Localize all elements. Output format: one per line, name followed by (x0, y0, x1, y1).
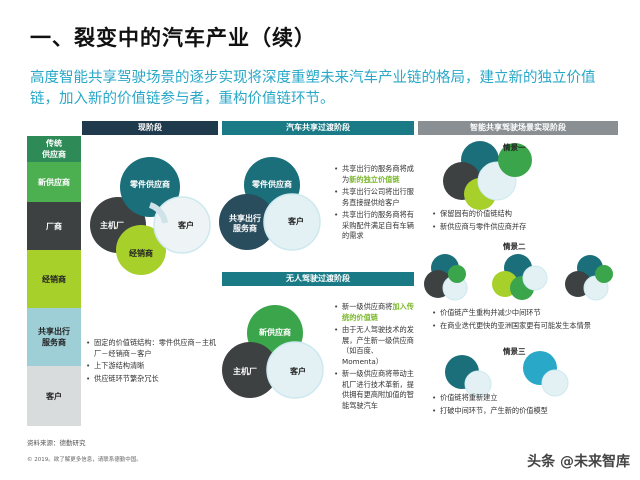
current-customer-label: 客户 (178, 221, 194, 230)
scenario-3-diagram (445, 351, 569, 398)
current-customer-circle (153, 196, 211, 254)
footer-copyright: © 2019。欲了解更多信息，请联系德勤中国。 (27, 457, 142, 463)
stage-header-shared: 汽车共享过渡阶段 (222, 121, 414, 135)
current-supplier-label: 零件供应商 (130, 180, 170, 189)
driverless-new-supplier-label: 新供应商 (259, 328, 291, 337)
scenario-2-bullets: 价值链产生重构并减少中间环节 在商业迭代更快的亚洲国家更有可能发生本情景 (432, 308, 617, 333)
current-stage-diagram (90, 157, 211, 275)
shared-bullet-1: 共享出行的服务商将成为新的独立价值链 (334, 164, 414, 185)
row-label-mobility: 共享出行 服务商 (27, 308, 81, 366)
current-dealer-label: 经销商 (129, 249, 153, 258)
shared-bullet-3: 共享出行的服务商将有采购配件满足自有车辆的需求 (334, 210, 414, 242)
driverless-stage-diagram (222, 305, 324, 399)
row-label-dealer: 经销商 (27, 250, 81, 308)
scenario-1-title: 情景一 (503, 143, 526, 152)
watermark: 头条 @未来智库 (527, 454, 630, 470)
current-bullet-1: 固定的价值链结构：零件供应商－主机厂－经销商－客户 (86, 338, 218, 359)
driverless-oem-circle (222, 342, 278, 398)
row-label-customer: 客户 (27, 366, 81, 426)
row-label-traditional-supplier: 传统 供应商 (27, 136, 81, 162)
stage-header-current: 现阶段 (82, 121, 218, 135)
scenario-1-bullets: 保留固有的价值链结构 新供应商与零件供应商并存 (432, 209, 617, 234)
driverless-bullet-1: 新一级供应商将加入传统的价值链 (334, 302, 414, 323)
shared-bullet-2: 共享出行公司将出行服务直接提供给客户 (334, 187, 414, 208)
scenario-3-bullet-1: 价值链将重新建立 (432, 393, 617, 404)
page-title: 一、裂变中的汽车产业（续） (30, 26, 316, 50)
scenario-1-bullet-2: 新供应商与零件供应商并存 (432, 222, 617, 233)
scenario-2-diagram (424, 254, 613, 301)
current-bullet-2: 上下游结构清晰 (86, 361, 218, 372)
stage-header-driverless: 无人驾驶过渡阶段 (222, 272, 414, 286)
current-arrow-arc (148, 202, 168, 224)
scenario-3-bullets: 价值链将重新建立 打破中间环节，产生新的价值模型 (432, 393, 617, 418)
driverless-bullet-3: 新一级供应商将带动主机厂进行技术革新，提供拥有更高附加值的智能驾驶汽车 (334, 369, 414, 411)
driverless-customer-circle (266, 341, 324, 399)
shared-stage-diagram (219, 157, 321, 251)
row-label-new-supplier: 新供应商 (27, 162, 81, 202)
scenario-2-bullet-1: 价值链产生重构并减少中间环节 (432, 308, 617, 319)
shared-customer-label: 客户 (288, 217, 304, 226)
driverless-bullets: 新一级供应商将加入传统的价值链 由于无人驾驶技术的发展，产生新一级供应商（如百度… (334, 302, 414, 413)
shared-supplier-label: 零件供应商 (252, 180, 292, 189)
scenario-2-title: 情景二 (503, 242, 526, 251)
current-dealer-circle (116, 225, 166, 275)
shared-bullets: 共享出行的服务商将成为新的独立价值链 共享出行公司将出行服务直接提供给客户 共享… (334, 164, 414, 244)
page-subtitle: 高度智能共享驾驶场景的逐步实现将深度重塑未来汽车产业链的格局，建立新的独立价值链… (30, 70, 596, 107)
footer-source: 资料来源：德勤研究 (27, 439, 86, 447)
scenario-3-bullet-2: 打破中间环节，产生新的价值模型 (432, 406, 617, 417)
current-oem-label: 主机厂 (100, 221, 124, 230)
shared-mobility-label: 共享出行 服务商 (229, 214, 261, 233)
driverless-bullet-2: 由于无人驾驶技术的发展，产生新一级供应商（如百度、Momenta） (334, 325, 414, 367)
stage-header-smart: 智能共享驾驶场景实现阶段 (418, 121, 618, 135)
shared-mobility-circle (219, 194, 275, 250)
current-bullets: 固定的价值链结构：零件供应商－主机厂－经销商－客户 上下游结构清晰 供应链环节繁… (86, 338, 218, 386)
scenario-1-bullet-1: 保留固有的价值链结构 (432, 209, 617, 220)
current-bullet-3: 供应链环节繁杂冗长 (86, 374, 218, 385)
scenario-1-diagram (443, 141, 532, 210)
scenario-2-bullet-2: 在商业迭代更快的亚洲国家更有可能发生本情景 (432, 321, 617, 332)
driverless-customer-label: 客户 (290, 367, 306, 376)
scenario-3-title: 情景三 (503, 347, 526, 356)
driverless-oem-label: 主机厂 (233, 367, 257, 376)
row-label-oem: 厂商 (27, 202, 81, 250)
shared-customer-circle (263, 193, 321, 251)
